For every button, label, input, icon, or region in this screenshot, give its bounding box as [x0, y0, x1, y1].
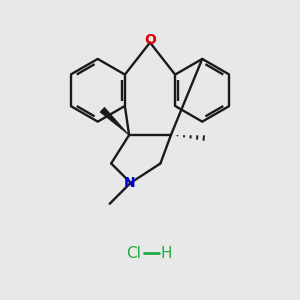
Text: N: N	[123, 176, 135, 190]
Text: O: O	[145, 33, 157, 47]
Text: H: H	[161, 245, 172, 260]
Polygon shape	[100, 107, 129, 135]
Text: Cl: Cl	[126, 245, 141, 260]
